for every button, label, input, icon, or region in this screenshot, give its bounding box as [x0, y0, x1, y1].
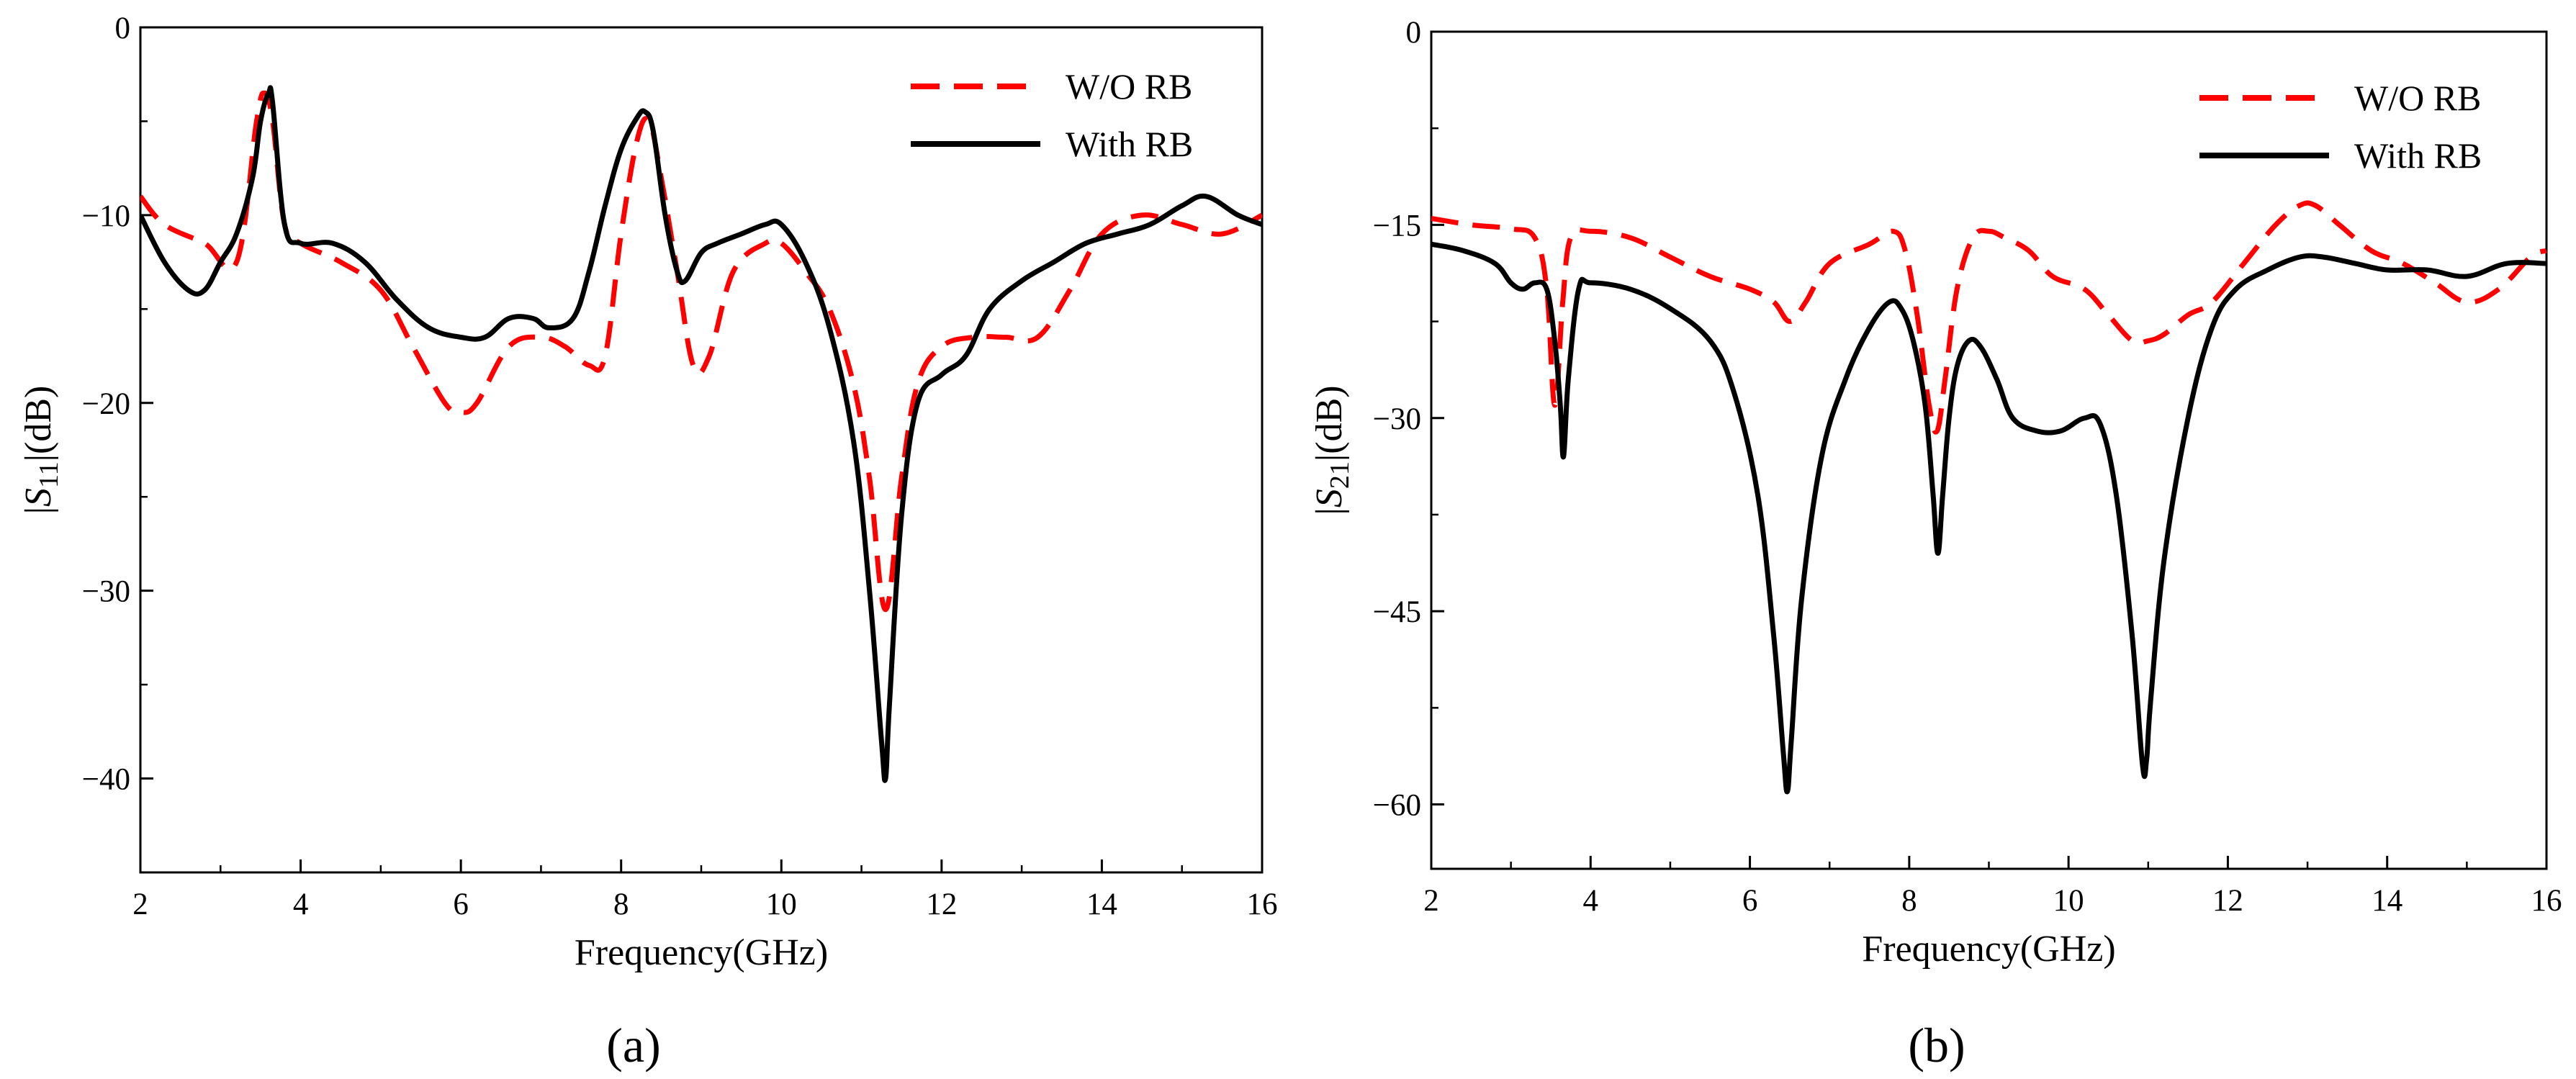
y-tick-label-a: −30	[82, 575, 130, 609]
legend-label-a: With RB	[1066, 124, 1193, 164]
panel-label-a: (a)	[606, 1018, 660, 1073]
x-tick-label-a: 10	[766, 888, 797, 921]
x-tick-label-a: 12	[926, 888, 957, 921]
axes-a: 2 4 6 8 10 12 14 16 0 −10 −20 −30 −40	[82, 12, 1278, 921]
series-layer-a	[140, 85, 1262, 783]
y-tick-label-b: −60	[1373, 789, 1421, 823]
series-with-rb-line-a	[140, 85, 1262, 783]
y-axis-label-a-symbol: S	[18, 488, 59, 507]
y-axis-label-a-bar-left: |	[18, 507, 59, 514]
y-tick-label-a: −40	[82, 763, 130, 797]
y-tick-label-b: −30	[1373, 402, 1421, 436]
x-tick-label-a: 16	[1247, 888, 1278, 921]
x-tick-label-b: 2	[1423, 884, 1439, 918]
legend-label-b: With RB	[2354, 135, 2482, 176]
series-layer-b	[1431, 200, 2546, 795]
y-tick-label-a: −20	[82, 387, 130, 421]
y-tick-label-a: 0	[115, 12, 131, 45]
x-tick-label-b: 10	[2053, 884, 2084, 918]
y-tick-label-a: −10	[82, 199, 130, 233]
y-tick-label-b: 0	[1406, 16, 1422, 50]
series-wo-rb-line-b	[1431, 200, 2546, 435]
y-axis-label-a-subscript: 11	[34, 461, 64, 488]
x-tick-label-b: 4	[1583, 884, 1599, 918]
x-tick-label-b: 16	[2531, 884, 2562, 918]
x-tick-label-a: 6	[453, 888, 469, 921]
x-tick-label-a: 4	[293, 888, 309, 921]
axes-b: 2 4 6 8 10 12 14 16 0 −15 −30 −45 −60	[1373, 16, 2562, 918]
y-axis-label-b-unit: |(dB)	[1309, 385, 1350, 461]
series-wo-rb-line-a	[140, 90, 1262, 613]
x-tick-label-a: 2	[132, 888, 148, 921]
x-axis-label-a: Frequency(GHz)	[575, 932, 828, 973]
x-tick-label-b: 12	[2212, 884, 2243, 918]
legend-label-a: W/O RB	[1066, 66, 1192, 107]
x-tick-label-a: 14	[1086, 888, 1117, 921]
series-with-rb-line-b	[1431, 241, 2546, 795]
legend-a: W/O RB With RB	[911, 66, 1193, 164]
y-axis-label-b: |S21|(dB)	[1309, 385, 1355, 515]
y-axis-label-b-symbol: S	[1309, 489, 1350, 507]
x-tick-label-a: 8	[613, 888, 629, 921]
y-axis-label-b-bar-left: |	[1309, 507, 1350, 515]
y-axis-label-b-subscript: 21	[1325, 461, 1355, 489]
y-axis-label-a: |S11|(dB)	[18, 386, 64, 515]
panel-label-b: (b)	[1908, 1018, 1965, 1073]
y-axis-label-a-unit: |(dB)	[18, 386, 59, 462]
x-axis-label-b: Frequency(GHz)	[1862, 929, 2115, 970]
legend-b: W/O RB With RB	[2199, 78, 2482, 176]
y-tick-label-b: −45	[1373, 595, 1421, 629]
y-tick-label-b: −15	[1373, 209, 1421, 243]
x-tick-label-b: 14	[2372, 884, 2402, 918]
legend-label-b: W/O RB	[2354, 78, 2481, 118]
x-tick-label-b: 6	[1742, 884, 1758, 918]
x-tick-label-b: 8	[1901, 884, 1917, 918]
